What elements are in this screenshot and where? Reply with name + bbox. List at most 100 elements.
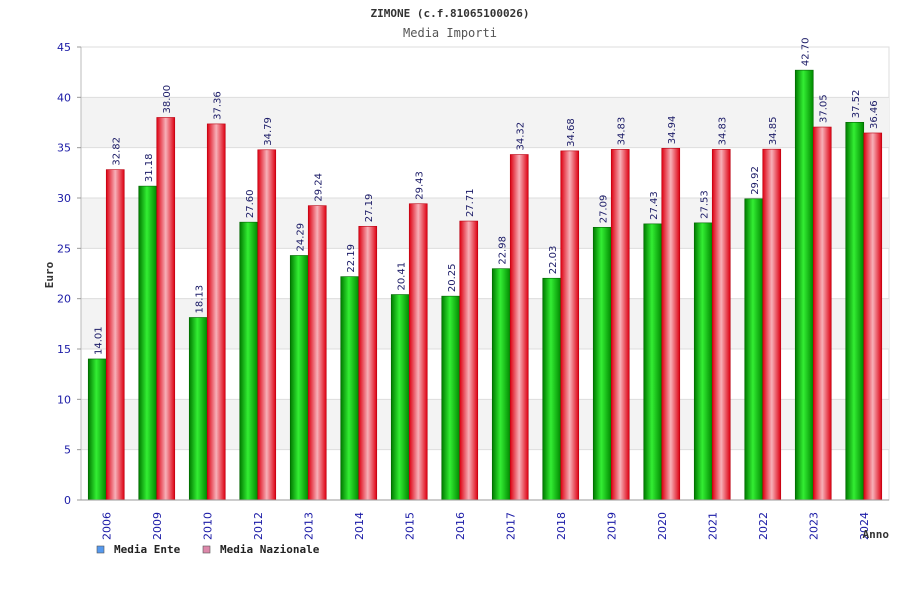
- bar-media-nazionale: [610, 149, 630, 501]
- bar-media-nazionale: [206, 123, 226, 501]
- x-tick-label: 2017: [504, 512, 517, 540]
- y-axis: 0 5 10 15 20 25 30 35 40 45: [57, 41, 82, 507]
- bar-media-nazionale: [863, 132, 883, 501]
- bar-media-ente: [643, 223, 663, 501]
- bar-media-nazionale: [661, 147, 681, 501]
- bar-media-ente: [592, 226, 612, 501]
- y-tick-label: 20: [57, 293, 71, 306]
- bar-value-label: 29.43: [414, 171, 425, 200]
- bar-value-label: 31.18: [144, 153, 155, 182]
- bar-media-ente: [138, 185, 158, 501]
- y-tick-label: 5: [64, 444, 71, 457]
- bar-media-nazionale: [156, 117, 176, 501]
- bar-value-label: 34.83: [616, 117, 627, 146]
- bar-media-ente: [491, 268, 511, 501]
- x-tick-label: 2013: [302, 512, 315, 540]
- x-axis: 2006 2009 2010 2012 2013 2014 2015 2016 2017 2018…: [81, 499, 889, 540]
- x-tick-label: 2022: [757, 512, 770, 540]
- bar-media-ente: [188, 317, 208, 501]
- x-tick-label: 2012: [252, 512, 265, 540]
- legend: Media Ente Media Nazionale: [96, 543, 320, 556]
- bar-media-ente: [87, 358, 107, 501]
- legend-label-media-nazionale: Media Nazionale: [220, 543, 320, 556]
- bar-value-label: 37.52: [851, 90, 862, 119]
- bar-value-label: 37.05: [818, 94, 829, 123]
- bar-value-label: 29.92: [750, 166, 761, 195]
- y-tick-label: 40: [57, 91, 71, 104]
- bar-value-label: 27.71: [465, 188, 476, 217]
- x-tick-label: 2016: [454, 512, 467, 540]
- bar-media-nazionale: [509, 154, 529, 501]
- bar-value-label: 38.00: [162, 85, 173, 114]
- bar-media-ente: [390, 294, 410, 501]
- legend-label-media-ente: Media Ente: [114, 543, 181, 556]
- chart-title: ZIMONE (c.f.81065100026): [371, 7, 530, 20]
- y-tick-label: 15: [57, 343, 71, 356]
- y-tick-label: 10: [57, 393, 71, 406]
- x-axis-label: Anno: [863, 528, 890, 541]
- bar-media-ente: [289, 255, 309, 501]
- bar-value-label: 27.09: [598, 195, 609, 224]
- bar-media-nazionale: [560, 150, 580, 501]
- bar-value-label: 22.03: [548, 246, 559, 275]
- bar-value-label: 27.19: [364, 194, 375, 223]
- bar-value-label: 37.36: [212, 91, 223, 120]
- x-tick-label: 2015: [403, 512, 416, 540]
- bar-value-label: 36.46: [869, 100, 880, 129]
- x-tick-label: 2018: [555, 512, 568, 540]
- bar-media-nazionale: [408, 203, 428, 501]
- legend-swatch-media-nazionale: [202, 545, 211, 554]
- bar-media-ente: [845, 121, 865, 501]
- bar-value-label: 27.60: [245, 190, 256, 219]
- x-tick-label: 2019: [605, 512, 618, 540]
- bar-media-ente: [441, 295, 461, 501]
- bar-media-ente: [340, 276, 360, 501]
- bar-media-ente: [239, 221, 259, 501]
- bar-value-label: 18.13: [194, 285, 205, 314]
- bar-media-ente: [794, 69, 814, 501]
- bar-value-label: 34.79: [263, 117, 274, 146]
- bar-value-label: 20.25: [447, 264, 458, 293]
- y-tick-label: 0: [64, 494, 71, 507]
- chart-subtitle: Media Importi: [403, 26, 497, 40]
- x-tick-label: 2014: [353, 512, 366, 540]
- bar-value-label: 24.29: [295, 223, 306, 252]
- x-tick-label: 2023: [807, 512, 820, 540]
- y-axis-label: Euro: [43, 261, 56, 288]
- bar-media-ente: [542, 277, 562, 501]
- x-tick-label: 2009: [151, 512, 164, 540]
- bars: [87, 69, 883, 501]
- x-tick-label: 2021: [706, 512, 719, 540]
- bar-media-nazionale: [307, 205, 327, 501]
- bar-media-nazionale: [105, 169, 125, 501]
- bar-media-ente: [693, 222, 713, 501]
- x-tick-label: 2024: [858, 512, 871, 540]
- legend-swatch-media-ente: [96, 545, 105, 554]
- y-tick-label: 35: [57, 142, 71, 155]
- x-tick-label: 2020: [656, 512, 669, 540]
- bar-value-label: 34.85: [768, 117, 779, 146]
- bar-value-label: 34.94: [667, 116, 678, 145]
- bar-value-label: 34.32: [515, 122, 526, 151]
- y-tick-label: 45: [57, 41, 71, 54]
- bar-value-label: 42.70: [800, 38, 811, 67]
- bar-value-label: 27.53: [699, 190, 710, 219]
- bar-media-ente: [744, 198, 764, 501]
- bar-media-nazionale: [812, 126, 832, 501]
- bar-media-nazionale: [762, 148, 782, 501]
- bar-value-label: 32.82: [111, 137, 122, 166]
- bar-value-label: 20.41: [396, 262, 407, 291]
- bar-value-label: 22.98: [497, 236, 508, 265]
- x-tick-label: 2010: [201, 512, 214, 540]
- bar-value-label: 22.19: [346, 244, 357, 273]
- bar-labels: 14.01 32.82 31.18 38.00 18.13 37.36 27.60 34.79…: [93, 38, 880, 355]
- bar-value-label: 14.01: [93, 326, 104, 355]
- bar-media-nazionale: [459, 220, 479, 501]
- bar-value-label: 34.68: [566, 118, 577, 147]
- bar-value-label: 29.24: [313, 173, 324, 202]
- x-tick-label: 2006: [100, 512, 113, 540]
- bar-media-nazionale: [257, 149, 277, 501]
- bar-media-nazionale: [711, 149, 731, 501]
